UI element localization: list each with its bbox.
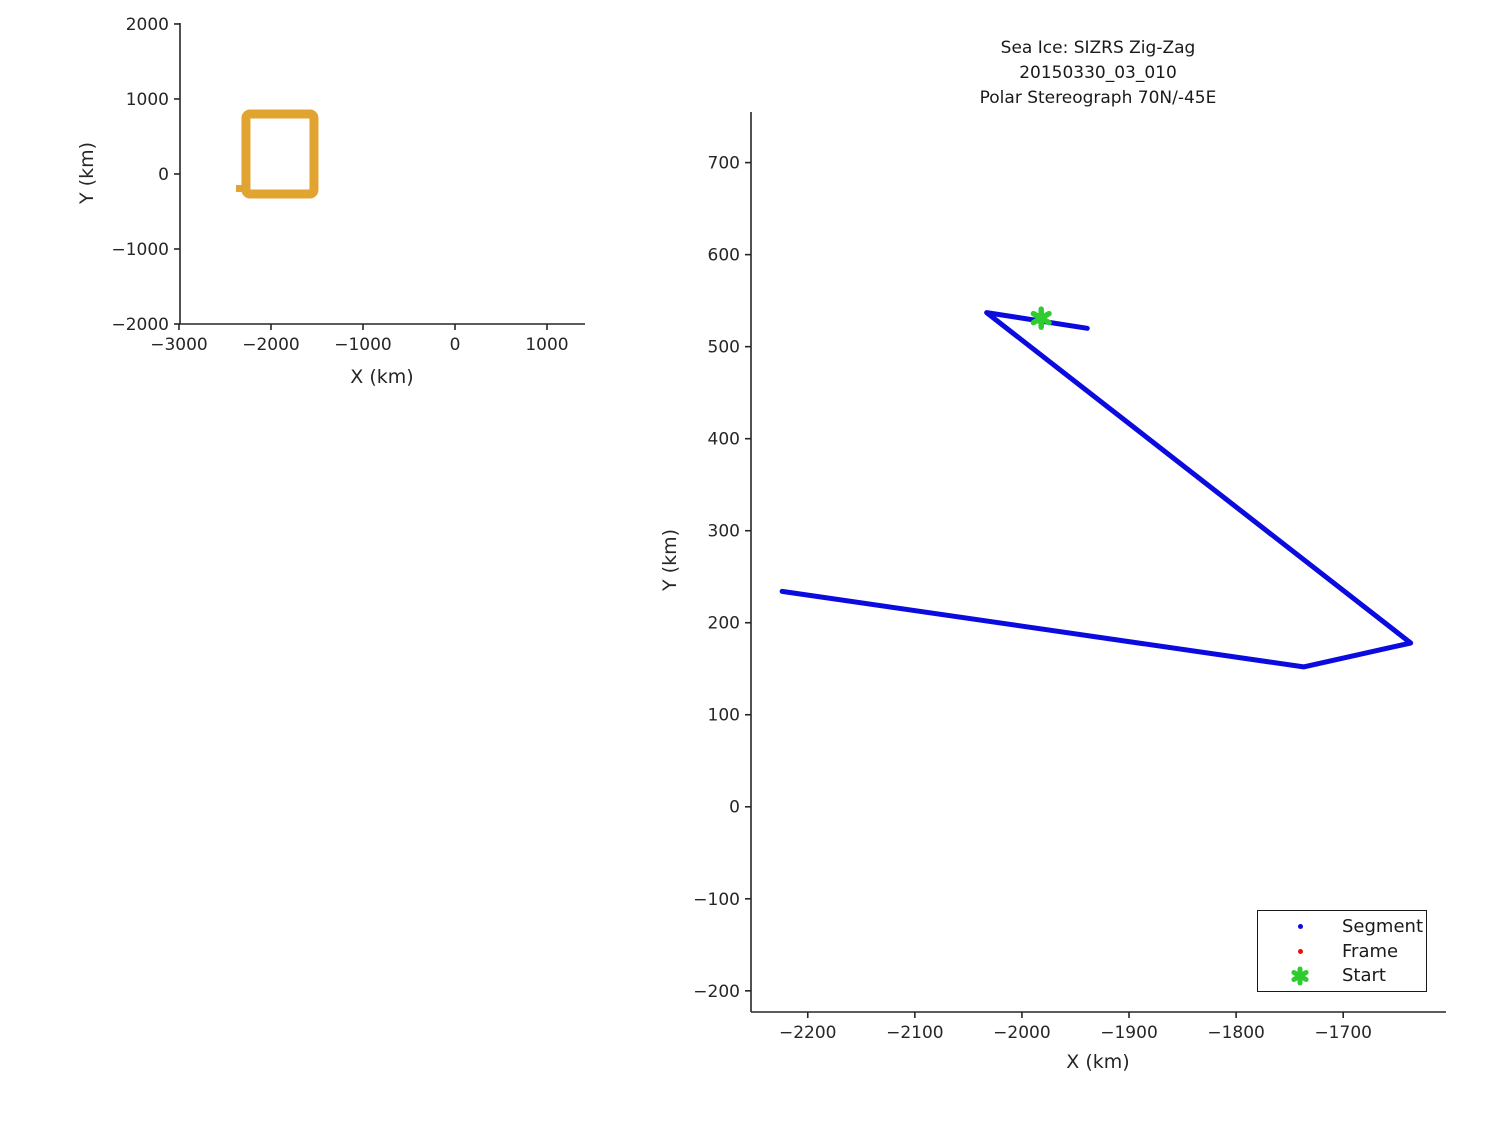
title-line-3: Polar Stereograph 70N/-45E	[979, 88, 1217, 108]
zigzag-detail-y-tick-label: 0	[729, 798, 740, 818]
start-asterisk-icon	[1258, 966, 1342, 986]
zigzag-detail-x-tick-label: −1800	[1207, 1023, 1265, 1043]
zigzag-detail-y-tick-label: 100	[708, 706, 740, 726]
overview-map-x-tick-label: −3000	[150, 335, 208, 355]
legend-item-start: Start	[1258, 963, 1426, 988]
flight-region-outline-start-nub	[235, 185, 243, 193]
segment-dot-icon	[1258, 923, 1342, 929]
zigzag-detail-x-tick-label: −2200	[779, 1023, 837, 1043]
zigzag-detail-y-tick-label: 600	[708, 246, 740, 266]
legend-item-frame: Frame	[1258, 939, 1426, 964]
figure-title: Sea Ice: SIZRS Zig-Zag 20150330_03_010 P…	[980, 36, 1217, 111]
overview-map-y-tick-label: 0	[158, 165, 169, 185]
zigzag-detail-y-tick-label: 200	[708, 614, 740, 634]
segment-path	[779, 310, 1414, 670]
overview-map-x-tick-label: −1000	[334, 335, 392, 355]
flight-region-outline	[241, 109, 319, 199]
zigzag-detail-y-tick-label: −200	[693, 982, 740, 1002]
frame-dot-icon	[1258, 948, 1342, 954]
legend-label-frame: Frame	[1342, 940, 1399, 962]
zigzag-detail-y-tick-label: 500	[708, 338, 740, 358]
start-asterisk-svg	[1291, 966, 1309, 986]
legend-item-segment: Segment	[1258, 914, 1426, 939]
overview-map-x-tick-label: −2000	[242, 335, 300, 355]
overview-yaxis-label: Y (km)	[76, 142, 98, 204]
overview-map-y-tick-label: 1000	[126, 90, 169, 110]
overview-xaxis-label: X (km)	[350, 366, 414, 388]
title-line-2: 20150330_03_010	[1019, 63, 1177, 83]
detail-xaxis-label: X (km)	[1066, 1051, 1130, 1073]
zigzag-detail-x-tick-label: −1700	[1314, 1023, 1372, 1043]
legend-label-start: Start	[1342, 965, 1386, 987]
zigzag-detail-x-tick-label: −2000	[993, 1023, 1051, 1043]
zigzag-detail-x-tick-label: −1900	[1100, 1023, 1158, 1043]
overview-map-y-tick-label: −1000	[111, 240, 169, 260]
title-line-1: Sea Ice: SIZRS Zig-Zag	[1000, 38, 1196, 58]
zigzag-detail-y-tick-label: −100	[693, 890, 740, 910]
detail-yaxis-label: Y (km)	[659, 529, 681, 591]
zigzag-detail-y-tick-label: 300	[708, 522, 740, 542]
zigzag-detail-x-tick-label: −2100	[886, 1023, 944, 1043]
overview-map-x-tick-label: 1000	[525, 335, 568, 355]
start-marker	[1030, 310, 1052, 326]
overview-map-x-tick-label: 0	[450, 335, 461, 355]
overview-map-y-tick-label: −2000	[111, 315, 169, 335]
legend-label-segment: Segment	[1342, 915, 1423, 937]
zigzag-detail-y-tick-label: 700	[708, 154, 740, 174]
legend-box: Segment Frame Start	[1257, 910, 1427, 992]
overview-map-y-tick-label: 2000	[126, 15, 169, 35]
zigzag-detail-y-tick-label: 400	[708, 430, 740, 450]
